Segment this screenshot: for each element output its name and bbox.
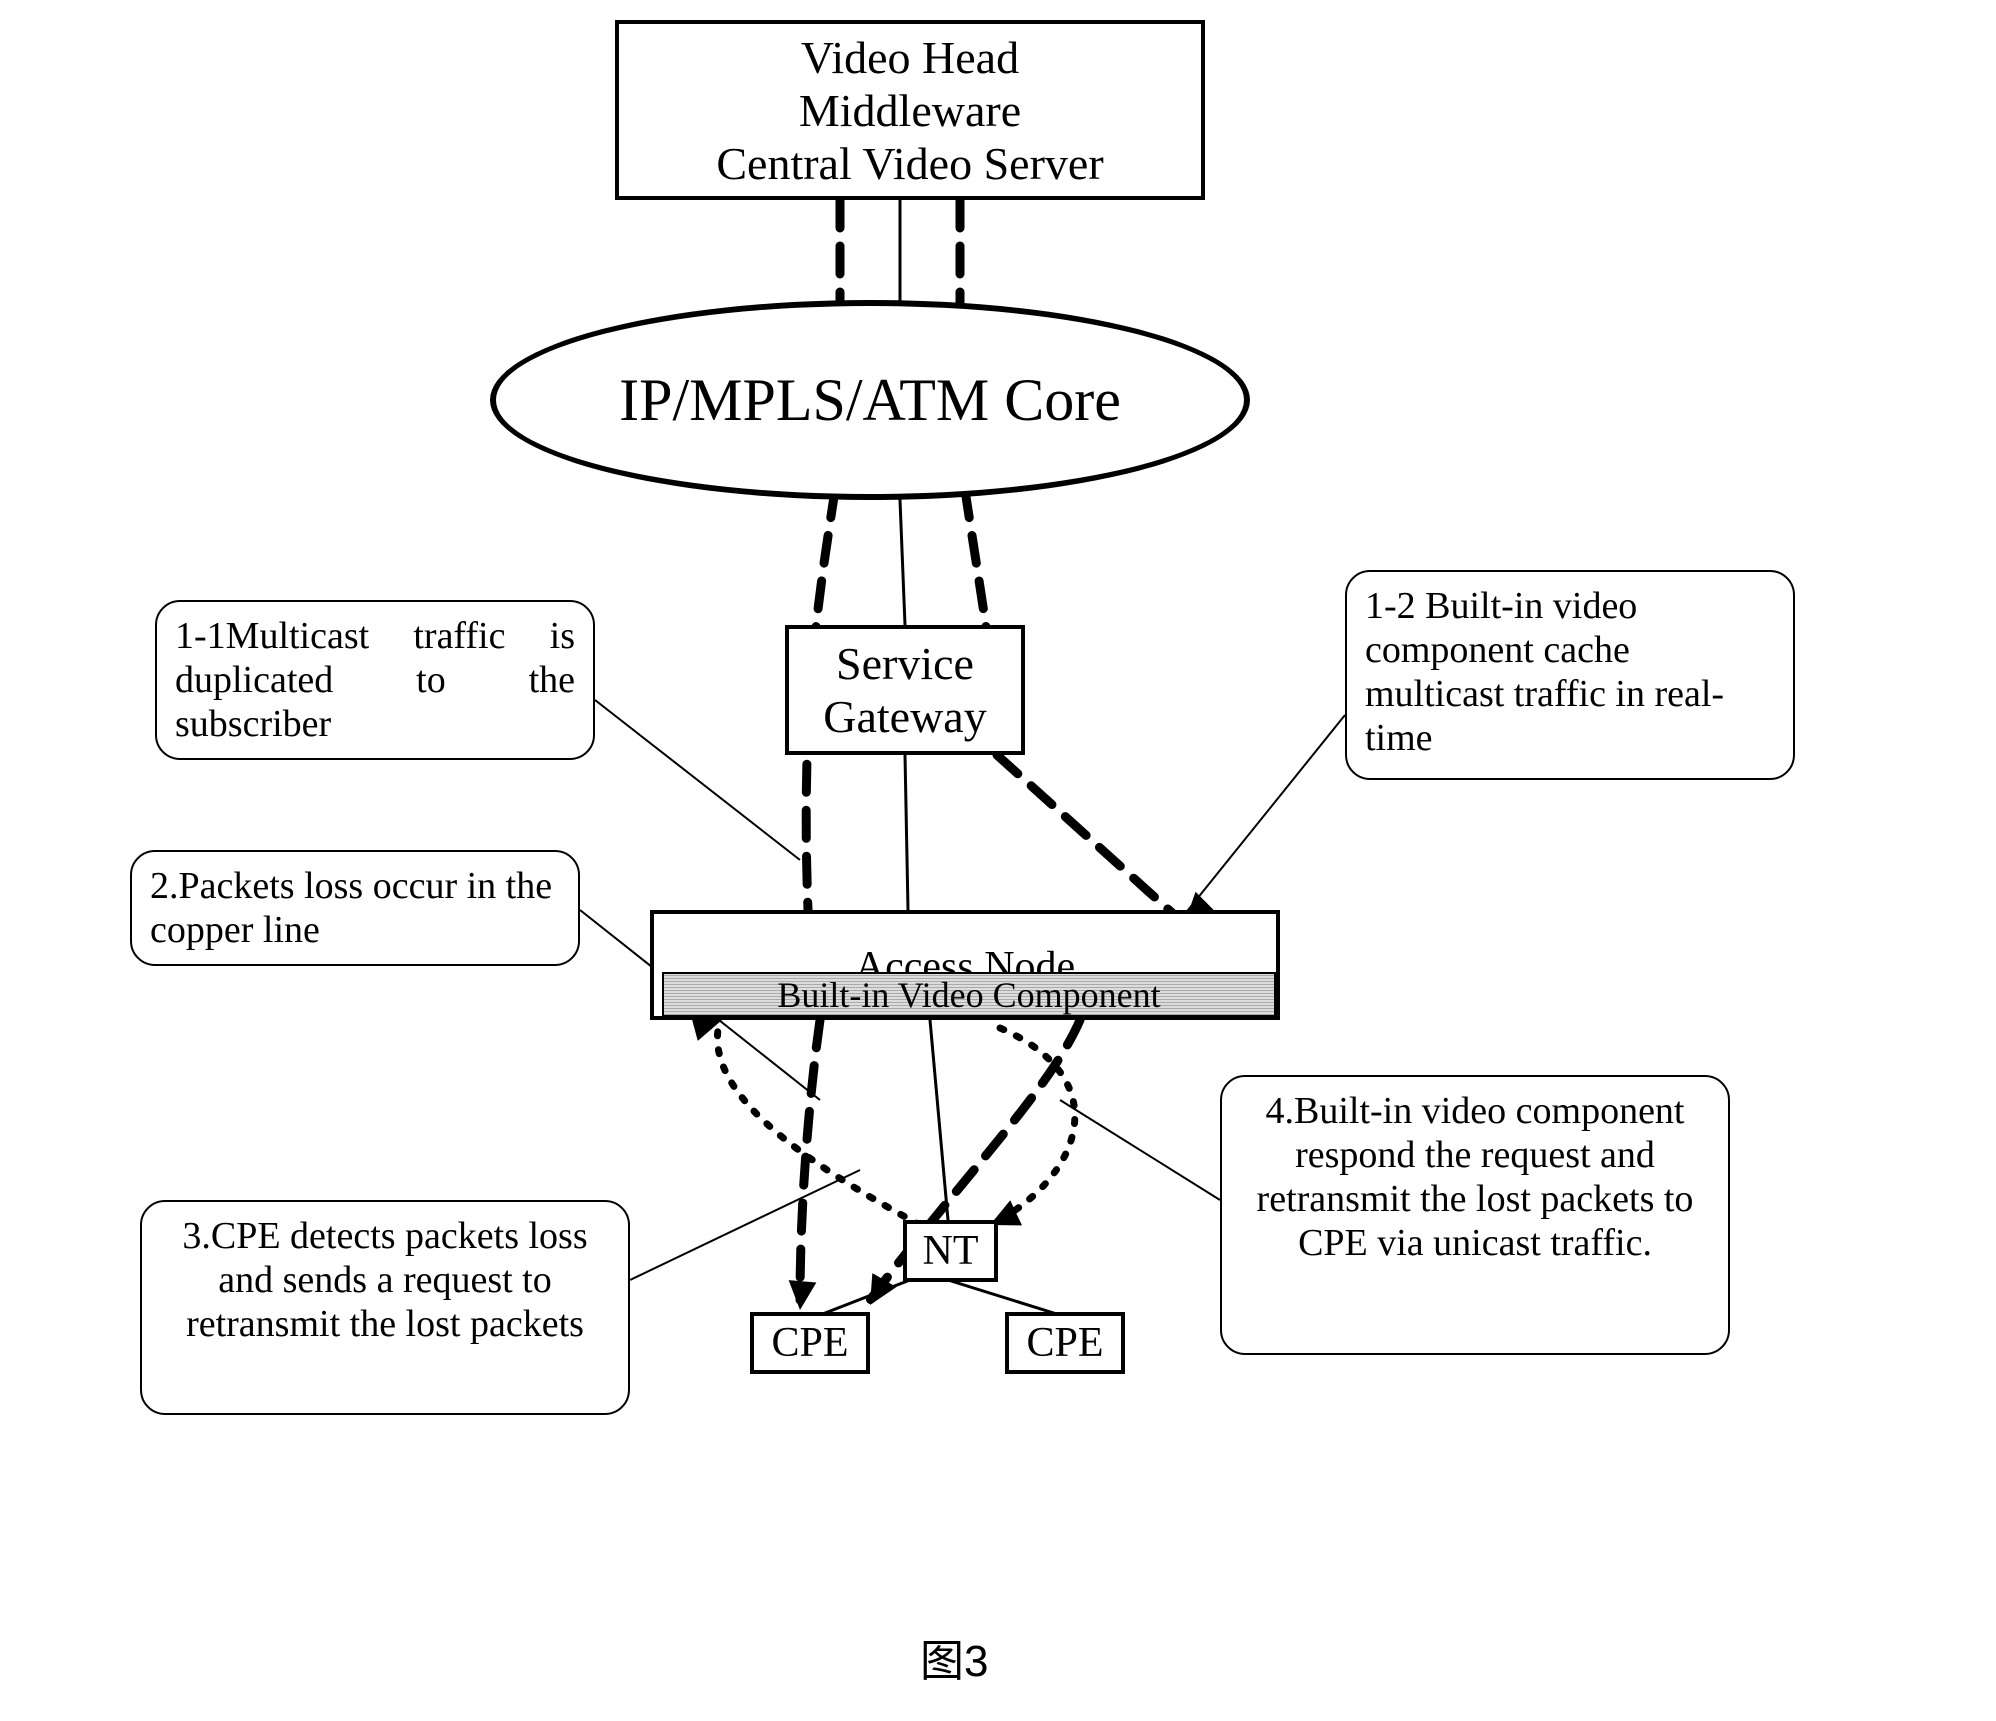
cpe1-label: CPE [771, 1319, 848, 1367]
cpe1-box: CPE [750, 1312, 870, 1374]
cpe2-label: CPE [1026, 1319, 1103, 1367]
network-diagram: Video HeadMiddlewareCentral Video Server… [0, 0, 1996, 1721]
access-node-box: Access Node Built-in Video Component [650, 910, 1280, 1020]
callout-1-1: 1-1Multicast traffic is duplicated to th… [155, 600, 595, 760]
callout-1-1-text: 1-1Multicast traffic is duplicated to th… [175, 615, 575, 745]
callout-1-2: 1-2 Built-in video component cache multi… [1345, 570, 1795, 780]
video-component-bar: Built-in Video Component [662, 972, 1276, 1017]
callout-2: 2.Packets loss occur in the copper line [130, 850, 580, 966]
callout-2-text: 2.Packets loss occur in the copper line [150, 865, 552, 951]
callout-4-text: 4.Built-in video component respond the r… [1257, 1090, 1694, 1264]
core-label: IP/MPLS/ATM Core [619, 366, 1121, 435]
callout-4: 4.Built-in video component respond the r… [1220, 1075, 1730, 1355]
video-component-label: Built-in Video Component [777, 974, 1160, 1016]
callout-3-text: 3.CPE detects packets loss and sends a r… [182, 1215, 587, 1345]
figure-caption: 图3 [920, 1625, 988, 1689]
service-gateway-box: ServiceGateway [785, 625, 1025, 755]
nt-box: NT [903, 1220, 998, 1282]
callout-3: 3.CPE detects packets loss and sends a r… [140, 1200, 630, 1415]
core-network-ellipse: IP/MPLS/ATM Core [490, 300, 1250, 500]
cpe2-box: CPE [1005, 1312, 1125, 1374]
callout-1-2-text: 1-2 Built-in video component cache multi… [1365, 585, 1724, 759]
nt-label: NT [923, 1227, 979, 1275]
video-server-box: Video HeadMiddlewareCentral Video Server [615, 20, 1205, 200]
